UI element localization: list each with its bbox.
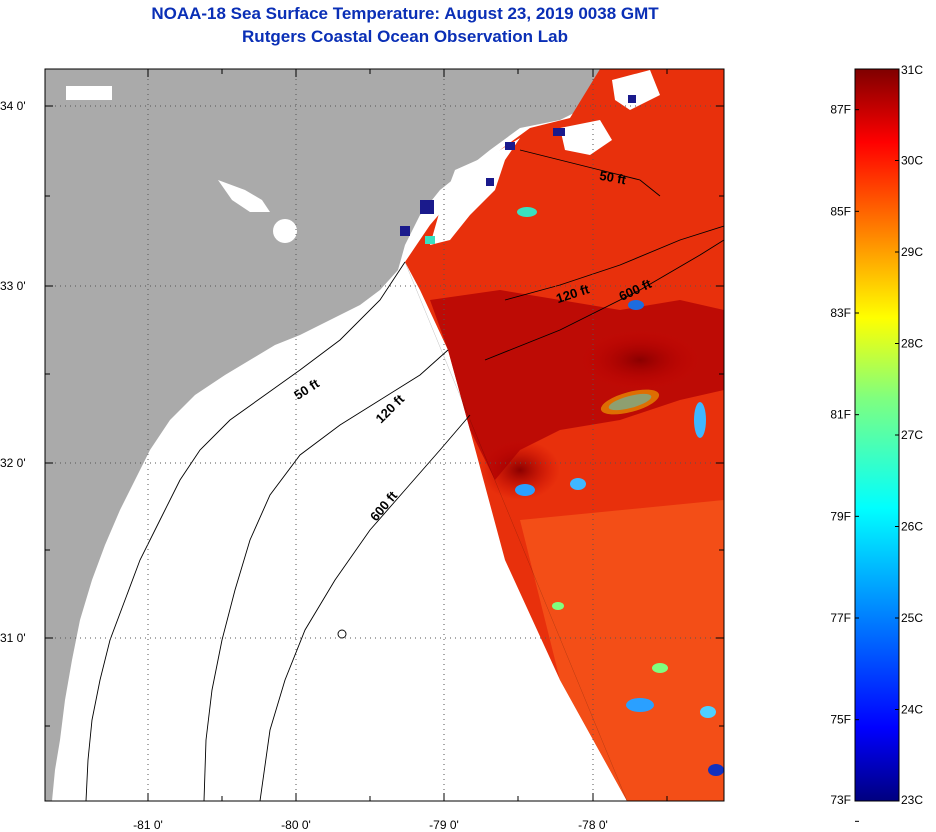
- colorbar-celsius-label: 31C: [901, 63, 923, 77]
- cloud-edge: [628, 95, 636, 103]
- lat-label: 32 0': [0, 456, 26, 470]
- map-frame: [44, 68, 725, 802]
- cloud-patch: [612, 70, 660, 110]
- colorbar-fahrenheit-label: 77F: [830, 611, 851, 625]
- cool-patch: [515, 484, 535, 496]
- contour-seamount: [337, 629, 347, 639]
- colorbar-fahrenheit-label: 73F: [830, 793, 851, 807]
- swath-edge: [404, 261, 628, 801]
- lat-label: 33 0': [0, 279, 26, 293]
- warm-eddy: [580, 330, 700, 390]
- colorbar-celsius-label: 28C: [901, 337, 923, 351]
- cool-patch: [517, 207, 537, 217]
- axis-ticks: [45, 69, 724, 801]
- cloud-edge: [505, 142, 515, 150]
- colorbar-celsius-label: 24C: [901, 703, 923, 717]
- contour-50ft-upper: [519, 149, 661, 197]
- lon-label: -78 0': [578, 818, 608, 832]
- contour-label: 50 ft: [598, 168, 628, 188]
- lon-label: -80 0': [281, 818, 311, 832]
- contour-50ft: [85, 261, 406, 801]
- colorbar-fahrenheit-label: 85F: [830, 204, 851, 218]
- cool-patch: [694, 402, 706, 438]
- cool-patch: [700, 706, 716, 718]
- contour-120ft: [203, 349, 449, 801]
- colorbar-fahrenheit-label: 87F: [830, 103, 851, 117]
- colorbar-celsius-label: 23C: [901, 793, 923, 807]
- lon-label: -81 0': [133, 818, 163, 832]
- colorbar-celsius-label: 26C: [901, 520, 923, 534]
- colorbar-celsius-labels: 31C 30C 29C 28C 27C 26C 25C 24C 23C: [901, 63, 923, 807]
- warm-eddy: [480, 440, 560, 500]
- colorbar-ticks: [855, 68, 899, 822]
- inland-lake: [218, 180, 270, 212]
- cool-patch: [626, 698, 654, 712]
- colorbar-celsius-label: 27C: [901, 428, 923, 442]
- cloud-patch: [560, 120, 612, 155]
- cloud-edge: [553, 128, 565, 136]
- land-mass: [45, 69, 620, 801]
- colorbar-fahrenheit-label: 79F: [830, 509, 851, 523]
- cool-patch: [652, 663, 668, 673]
- cool-patch: [600, 389, 660, 415]
- map-subtitle: Rutgers Coastal Ocean Observation Lab: [242, 27, 568, 46]
- colorbar-celsius-label: 30C: [901, 154, 923, 168]
- colorbar-fahrenheit-label: 83F: [830, 306, 851, 320]
- inland-lake: [66, 86, 112, 100]
- colorbar-celsius-label: 29C: [901, 245, 923, 259]
- map-title: NOAA-18 Sea Surface Temperature: August …: [151, 4, 659, 23]
- colorbar-fahrenheit-label: 75F: [830, 713, 851, 727]
- cloud-edge: [400, 226, 410, 236]
- cool-patch: [552, 602, 564, 610]
- cool-patch: [570, 478, 586, 490]
- cloud-patch: [430, 138, 520, 245]
- cool-band: [520, 500, 724, 801]
- cloud-edge: [425, 236, 435, 244]
- lat-label: 31 0': [0, 631, 26, 645]
- contour-120ft-upper: [504, 225, 724, 301]
- contour-600ft-upper: [484, 239, 724, 361]
- cloud-edge: [420, 200, 434, 214]
- lat-label: 34 0': [0, 99, 26, 113]
- lon-label: -79 0': [429, 818, 459, 832]
- cool-patch: [628, 300, 644, 310]
- colorbar-fahrenheit-label: 81F: [830, 408, 851, 422]
- colorbar-celsius-label: 25C: [901, 611, 923, 625]
- contour-600ft: [259, 414, 471, 801]
- colorbar-fahrenheit-labels: 87F 85F 83F 81F 79F 77F 75F 73F: [830, 103, 851, 807]
- graticule: [45, 69, 724, 801]
- cloud-edge: [486, 178, 494, 186]
- inland-lake: [273, 219, 297, 243]
- cool-patch: [708, 764, 724, 776]
- color-scale-bar: [854, 68, 900, 802]
